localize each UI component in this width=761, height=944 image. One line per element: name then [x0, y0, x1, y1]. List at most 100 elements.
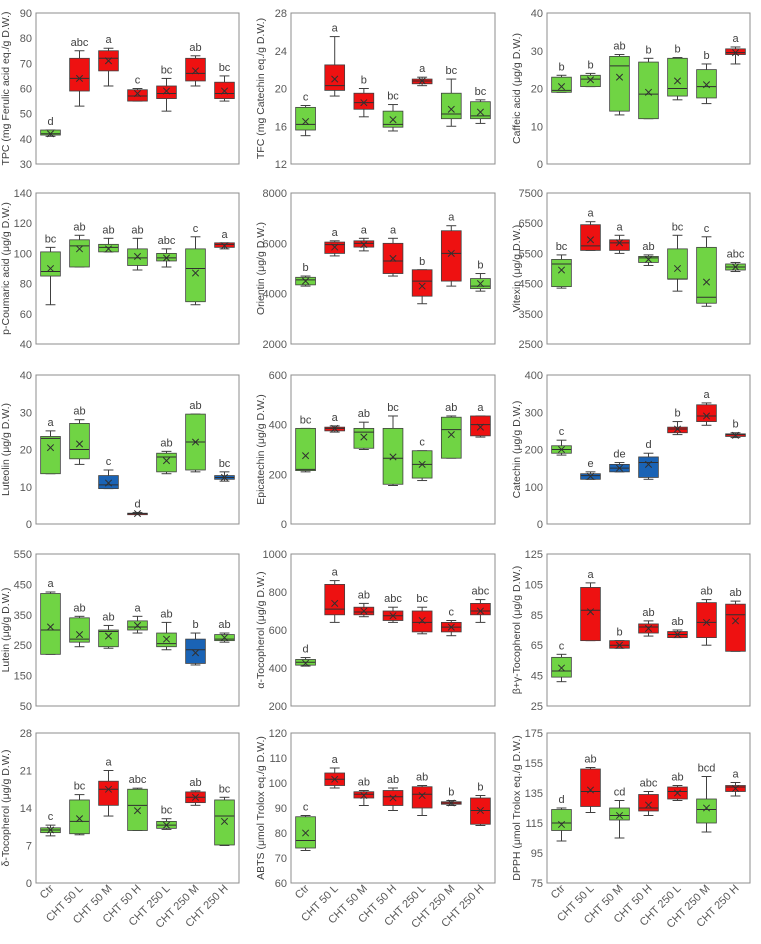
box-cht-50-m: ab	[353, 408, 375, 450]
y-tick-label: 200	[269, 701, 287, 713]
significance-letter: abc	[71, 37, 89, 49]
box-cht-50-h: abc	[127, 774, 148, 831]
box-cht-50-l: a	[580, 569, 601, 642]
mean-marker	[673, 631, 682, 639]
significance-letter: ab	[358, 777, 370, 789]
mean-marker	[46, 826, 55, 834]
significance-letter: a	[105, 34, 112, 46]
mean-marker	[220, 242, 229, 250]
mean-marker	[615, 464, 624, 472]
y-tick-label: 125	[525, 549, 543, 561]
significance-letter: c	[303, 802, 309, 814]
box-cht-250-h: bc	[470, 86, 491, 124]
y-tick-label: 10	[531, 121, 543, 133]
box-cht-250-m: ab	[440, 402, 462, 459]
box-cht-250-m: ab	[185, 42, 206, 87]
y-tick-label: 100	[269, 778, 287, 790]
chart-vitexin: 2500 3500 4500 5500 6500 7500 Vitexin (μg/g D.…	[511, 188, 751, 351]
y-axis-title: p-Coumaric acid (μg/g D.W.)	[0, 202, 12, 335]
y-tick-label: 0	[281, 519, 287, 531]
y-tick-label: 100	[14, 248, 32, 260]
mean-marker	[615, 641, 624, 649]
significance-letter: ab	[102, 611, 114, 623]
y-tick-label: 50	[20, 109, 32, 121]
box-ctr: b	[551, 61, 572, 93]
box-cht-250-m: b	[440, 787, 462, 807]
mean-marker	[360, 433, 368, 441]
y-tick-label: 105	[525, 579, 543, 591]
box-cht-50-m: ab	[609, 41, 630, 116]
mean-marker	[46, 264, 55, 273]
y-tick-label: 115	[525, 818, 543, 830]
box-cht-50-l: a	[324, 23, 346, 97]
y-axis-title: DPPH (μmol Trolox eq./g D.W.)	[511, 735, 523, 881]
significance-letter: abc	[129, 774, 147, 786]
mean-marker	[220, 473, 229, 481]
mean-marker	[75, 245, 84, 253]
significance-letter: a	[587, 569, 594, 581]
y-axis-title: α-Tocopherol (μg/g D.W.)	[255, 571, 267, 688]
box-ctr: d	[295, 644, 316, 667]
significance-letter: b	[674, 408, 680, 420]
y-tick-label: 6000	[263, 238, 287, 250]
mean-marker	[731, 784, 740, 793]
mean-marker	[557, 820, 566, 829]
mean-marker	[476, 423, 484, 431]
box-cht-250-h: ab	[725, 587, 746, 652]
iqr-box	[98, 629, 119, 648]
y-tick-label: 30	[20, 407, 32, 419]
significance-letter: bc	[475, 86, 487, 98]
iqr-box	[40, 251, 61, 277]
y-tick-label: 150	[14, 671, 32, 683]
box-cht-50-h: d	[638, 439, 659, 480]
box-cht-250-m: ab	[185, 400, 206, 473]
y-tick-label: 6500	[519, 218, 543, 230]
mean-marker	[476, 806, 484, 815]
mean-marker	[331, 775, 339, 783]
significance-letter: b	[616, 627, 622, 639]
y-tick-label: 90	[275, 803, 287, 815]
mean-marker	[447, 249, 455, 257]
y-tick-label: 140	[14, 188, 32, 200]
y-axis-title: Lutein (μg/g D.W.)	[0, 588, 12, 673]
significance-letter: ab	[584, 754, 596, 766]
significance-letter: ab	[671, 772, 683, 784]
box-cht-250-l: bc	[667, 221, 688, 292]
mean-marker	[331, 75, 339, 83]
mean-marker	[644, 624, 653, 633]
y-tick-label: 65	[531, 640, 543, 652]
y-tick-label: 12	[275, 159, 287, 171]
y-tick-label: 400	[269, 663, 287, 675]
mean-marker	[447, 105, 455, 113]
significance-letter: d	[558, 794, 564, 806]
y-axis-title: Caffeic acid (μg/g D.W.)	[511, 33, 523, 144]
box-cht-50-h: ab	[638, 241, 659, 266]
box-cht-50-h: ab	[638, 607, 659, 637]
iqr-box	[411, 269, 433, 297]
significance-letter: abc	[640, 778, 658, 790]
mean-marker	[191, 67, 200, 75]
mean-marker	[586, 236, 595, 244]
mean-marker	[447, 799, 455, 807]
mean-marker	[418, 282, 426, 290]
box-cht-50-h: abc	[638, 778, 659, 816]
box-cht-50-m: a	[353, 224, 375, 252]
y-axis-title: β+γ-Tocopherol (μg/g D.W.)	[511, 566, 523, 695]
box-cht-250-h: ab	[214, 619, 235, 643]
chart-luteolin: 0 10 20 30 40 Luteolin (μg/g D.W.) a ab c d ab ab bc	[0, 370, 240, 531]
significance-letter: e	[587, 458, 593, 470]
mean-marker	[702, 412, 711, 420]
chart-orientin: 2000 4000 6000 8000 Orientin (μg/g D.W.) b a a a…	[255, 188, 496, 351]
significance-letter: abc	[158, 235, 176, 247]
significance-letter: b	[192, 619, 198, 631]
iqr-box	[638, 61, 659, 120]
mean-marker	[644, 801, 653, 809]
box-cht-50-h: b	[638, 44, 659, 120]
box-cht-250-h: abc	[725, 248, 746, 273]
y-tick-label: 2500	[519, 339, 543, 351]
box-cht-250-h: abc	[470, 586, 491, 623]
y-tick-label: 200	[269, 469, 287, 481]
y-tick-label: 25	[531, 701, 543, 713]
